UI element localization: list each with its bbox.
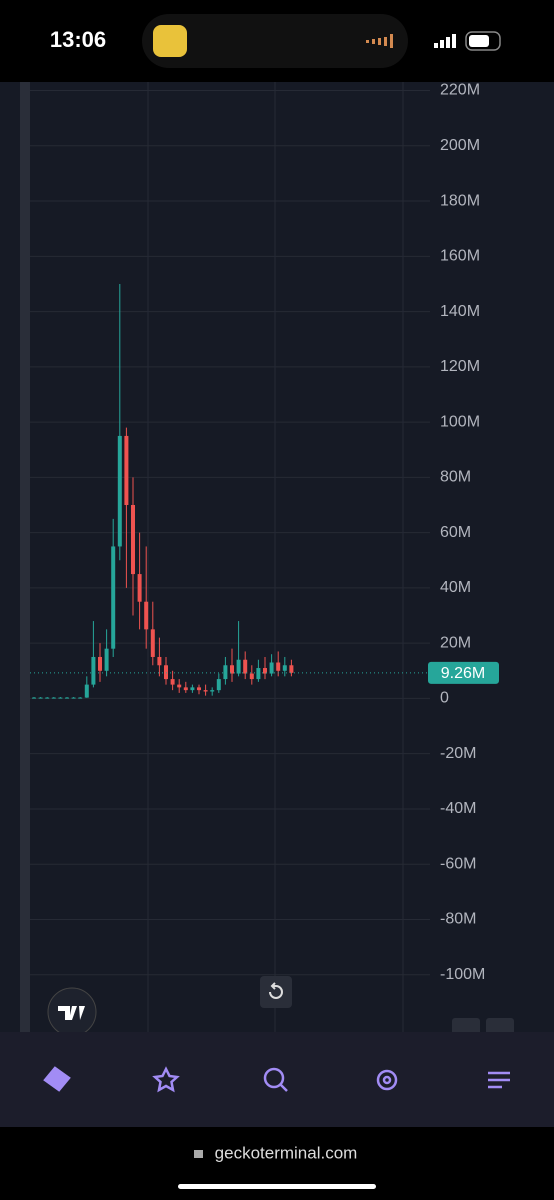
signal: [434, 34, 456, 48]
candle-body: [282, 665, 287, 671]
candle-body: [65, 697, 69, 699]
y-tick-label: 60M: [440, 524, 471, 541]
candle-body: [223, 665, 228, 680]
home-indicator: [178, 1184, 376, 1189]
candle-body: [78, 697, 83, 699]
candle-body: [289, 665, 294, 673]
candle-body: [170, 679, 175, 685]
candle-body: [45, 697, 50, 699]
y-tick-label: -20M: [440, 745, 476, 762]
dynamic-island: [142, 14, 408, 68]
candle-body: [137, 574, 142, 602]
scroll-strip: [20, 82, 30, 1032]
candle-body: [164, 665, 168, 680]
candle-body: [111, 546, 116, 649]
v-grid: [147, 82, 404, 1032]
candle-body: [236, 659, 241, 674]
candle-body: [190, 687, 195, 691]
y-tick-label: -80M: [440, 911, 476, 928]
nav-settings[interactable]: [376, 1069, 398, 1091]
candle-body: [183, 687, 188, 691]
bottom-nav: [0, 1032, 554, 1127]
time: 13:06: [50, 27, 106, 52]
candle-body: [269, 662, 274, 674]
y-tick-label: 100M: [440, 413, 480, 430]
last-price-badge: [428, 661, 499, 684]
reset-button[interactable]: [260, 976, 292, 1008]
candle-body: [249, 673, 254, 680]
candle-body: [256, 668, 261, 680]
candle-body: [32, 697, 36, 699]
y-tick-label: 220M: [440, 82, 480, 99]
y-tick-label: -100M: [440, 966, 485, 983]
candle-body: [98, 656, 102, 671]
candle-body: [243, 659, 248, 674]
candle-body: [124, 435, 129, 505]
album-art: [153, 25, 187, 57]
candle-body: [263, 668, 267, 674]
lock-icon: [194, 1150, 203, 1158]
y-tick-label: 120M: [440, 358, 480, 375]
candle-body: [203, 690, 208, 692]
tv-glyph: [58, 1006, 85, 1020]
chart-area: [0, 82, 554, 1032]
candle-body: [177, 684, 182, 688]
candle-body: [276, 662, 281, 671]
y-tick-label: 0: [440, 690, 449, 707]
y-tick-label: 140M: [440, 303, 480, 320]
nav-favorites[interactable]: [152, 1066, 180, 1093]
y-tick-label: 20M: [440, 634, 471, 651]
battery: [465, 31, 501, 51]
nav-menu[interactable]: [488, 1071, 510, 1089]
y-tick-label: 80M: [440, 469, 471, 486]
battery-level: [469, 35, 489, 47]
candle-body: [51, 697, 56, 699]
last-price-label: 9.26M: [441, 665, 485, 682]
url[interactable]: geckoterminal.com: [215, 1143, 358, 1162]
candle-body: [58, 697, 63, 699]
candle-body: [216, 679, 221, 691]
y-tick-label: 160M: [440, 248, 480, 265]
candle-body: [197, 687, 201, 691]
candle-body: [150, 629, 155, 657]
candle-body: [131, 505, 135, 575]
candle-body: [157, 656, 162, 666]
candle-body: [91, 656, 96, 685]
reset-icon: [269, 982, 283, 999]
candle-body: [117, 435, 122, 547]
candle-body: [38, 697, 43, 699]
nav-icons: [43, 1066, 510, 1093]
audio-bars: [366, 34, 393, 48]
y-tick-label: 180M: [440, 192, 480, 209]
y-tick-label: -60M: [440, 855, 476, 872]
candle-body: [230, 665, 234, 674]
candle-body: [104, 648, 109, 671]
y-tick-label: 200M: [440, 137, 480, 154]
candle-body: [144, 601, 149, 630]
candle-body: [210, 690, 215, 692]
browser-bar: [0, 1127, 554, 1200]
y-tick-label: 40M: [440, 579, 471, 596]
candle-body: [84, 684, 89, 698]
nav-home[interactable]: [43, 1066, 71, 1092]
candle-body: [71, 697, 76, 699]
y-tick-label: -40M: [440, 800, 476, 817]
nav-search[interactable]: [263, 1067, 285, 1089]
